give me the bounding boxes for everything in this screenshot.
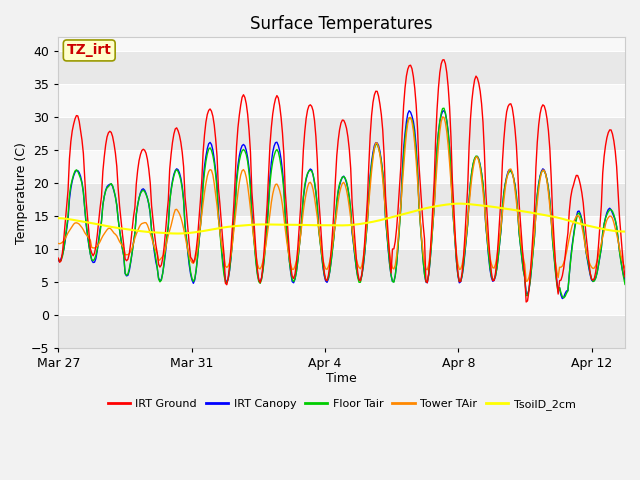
IRT Ground	[454, 270, 461, 276]
Text: TZ_irt: TZ_irt	[67, 44, 112, 58]
Line: IRT Canopy: IRT Canopy	[58, 110, 625, 299]
TsoilD_2cm	[621, 228, 629, 234]
TsoilD_2cm	[174, 231, 182, 237]
Floor Tair	[369, 153, 377, 158]
Tower TAir	[439, 114, 447, 120]
Y-axis label: Temperature (C): Temperature (C)	[15, 142, 28, 244]
Floor Tair	[560, 295, 568, 301]
Tower TAir	[54, 240, 62, 246]
IRT Canopy	[440, 108, 448, 113]
Tower TAir	[522, 278, 530, 284]
IRT Ground	[54, 255, 62, 261]
Bar	[58, 117, 625, 150]
Tower TAir	[369, 156, 377, 161]
IRT Ground	[225, 275, 232, 281]
Line: TsoilD_2cm: TsoilD_2cm	[58, 204, 625, 234]
TsoilD_2cm	[456, 201, 463, 206]
Tower TAir	[454, 261, 461, 267]
Tower TAir	[471, 157, 479, 163]
IRT Ground	[244, 111, 252, 117]
Tower TAir	[244, 183, 252, 189]
TsoilD_2cm	[454, 201, 461, 206]
TsoilD_2cm	[371, 218, 378, 224]
Tower TAir	[567, 228, 575, 234]
Floor Tair	[454, 272, 461, 278]
Floor Tair	[621, 281, 629, 287]
Line: Floor Tair: Floor Tair	[58, 108, 625, 298]
Legend: IRT Ground, IRT Canopy, Floor Tair, Tower TAir, TsoilD_2cm: IRT Ground, IRT Canopy, Floor Tair, Towe…	[103, 395, 580, 414]
IRT Ground	[471, 77, 479, 83]
Floor Tair	[54, 256, 62, 262]
IRT Canopy	[471, 156, 479, 162]
Bar	[58, 183, 625, 216]
TsoilD_2cm	[54, 216, 62, 221]
Line: Tower TAir: Tower TAir	[58, 117, 625, 281]
TsoilD_2cm	[245, 222, 253, 228]
IRT Ground	[440, 57, 448, 62]
TsoilD_2cm	[226, 224, 234, 229]
Bar	[58, 315, 625, 348]
IRT Canopy	[244, 155, 252, 160]
Bar	[58, 282, 625, 315]
Bar	[58, 150, 625, 183]
TsoilD_2cm	[472, 202, 480, 208]
Line: IRT Ground: IRT Ground	[58, 60, 625, 302]
IRT Canopy	[454, 273, 461, 278]
IRT Canopy	[369, 149, 377, 155]
Tower TAir	[225, 264, 232, 269]
IRT Canopy	[225, 276, 232, 282]
Title: Surface Temperatures: Surface Temperatures	[250, 15, 433, 33]
Bar	[58, 249, 625, 282]
IRT Ground	[621, 274, 629, 280]
Floor Tair	[567, 257, 575, 263]
Floor Tair	[225, 276, 232, 281]
IRT Canopy	[54, 258, 62, 264]
Floor Tair	[471, 156, 479, 161]
X-axis label: Time: Time	[326, 372, 357, 385]
IRT Canopy	[621, 277, 629, 283]
Bar	[58, 37, 625, 50]
IRT Canopy	[559, 296, 566, 301]
Bar	[58, 84, 625, 117]
IRT Ground	[522, 299, 530, 305]
Bar	[58, 50, 625, 84]
Tower TAir	[621, 265, 629, 271]
IRT Canopy	[567, 255, 575, 261]
Bar	[58, 216, 625, 249]
IRT Ground	[369, 99, 377, 105]
Floor Tair	[244, 159, 252, 165]
Floor Tair	[440, 105, 448, 111]
IRT Ground	[567, 194, 575, 200]
TsoilD_2cm	[567, 218, 575, 224]
